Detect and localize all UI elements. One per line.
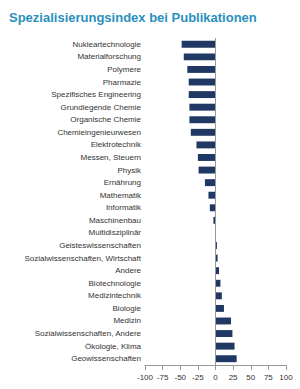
svg-text:75: 75 xyxy=(264,373,273,382)
svg-text:Sozialwissenschaften, Wirtscha: Sozialwissenschaften, Wirtschaft xyxy=(25,254,142,263)
svg-text:0: 0 xyxy=(213,373,218,382)
svg-text:Physik: Physik xyxy=(117,166,142,175)
svg-text:Nukleartechnologie: Nukleartechnologie xyxy=(73,40,142,49)
svg-text:Grundlegende Chemie: Grundlegende Chemie xyxy=(61,103,142,112)
svg-text:Sozialwissenschaften, Andere: Sozialwissenschaften, Andere xyxy=(35,329,142,338)
svg-text:-50: -50 xyxy=(174,373,186,382)
svg-text:Andere: Andere xyxy=(115,266,141,275)
svg-text:50: 50 xyxy=(246,373,255,382)
svg-text:25: 25 xyxy=(229,373,238,382)
svg-text:100: 100 xyxy=(279,373,293,382)
svg-text:Organische Chemie: Organische Chemie xyxy=(70,115,141,124)
svg-text:-100: -100 xyxy=(137,373,154,382)
svg-text:Ernährung: Ernährung xyxy=(104,178,141,187)
svg-text:Pharmazie: Pharmazie xyxy=(103,78,142,87)
svg-text:Maschinenbau: Maschinenbau xyxy=(89,216,141,225)
svg-text:-25: -25 xyxy=(192,373,204,382)
svg-text:Medizin: Medizin xyxy=(113,316,141,325)
svg-text:Spezifisches Engineering: Spezifisches Engineering xyxy=(51,90,141,99)
svg-text:Chemieingenieurwesen: Chemieingenieurwesen xyxy=(57,128,141,137)
svg-text:Ökologie, Klima: Ökologie, Klima xyxy=(85,342,142,351)
svg-text:Messen, Steuern: Messen, Steuern xyxy=(81,153,141,162)
svg-text:Informatik: Informatik xyxy=(106,203,142,212)
svg-text:Mathematik: Mathematik xyxy=(100,191,142,200)
svg-text:Materialforschung: Materialforschung xyxy=(77,52,141,61)
svg-text:-75: -75 xyxy=(157,373,169,382)
svg-text:Geowissenschaften: Geowissenschaften xyxy=(71,354,141,363)
svg-text:Spezialisierungsindex bei Publ: Spezialisierungsindex bei Publikationen xyxy=(9,10,257,25)
svg-text:Multidisziplinär: Multidisziplinär xyxy=(89,228,142,237)
svg-text:Elektrotechnik: Elektrotechnik xyxy=(91,140,142,149)
svg-text:Biologie: Biologie xyxy=(113,304,142,313)
svg-text:Medizintechnik: Medizintechnik xyxy=(88,291,142,300)
svg-text:Geisteswissenschaften: Geisteswissenschaften xyxy=(59,241,141,250)
svg-text:Polymere: Polymere xyxy=(107,65,141,74)
svg-text:Biotechnologie: Biotechnologie xyxy=(89,279,142,288)
